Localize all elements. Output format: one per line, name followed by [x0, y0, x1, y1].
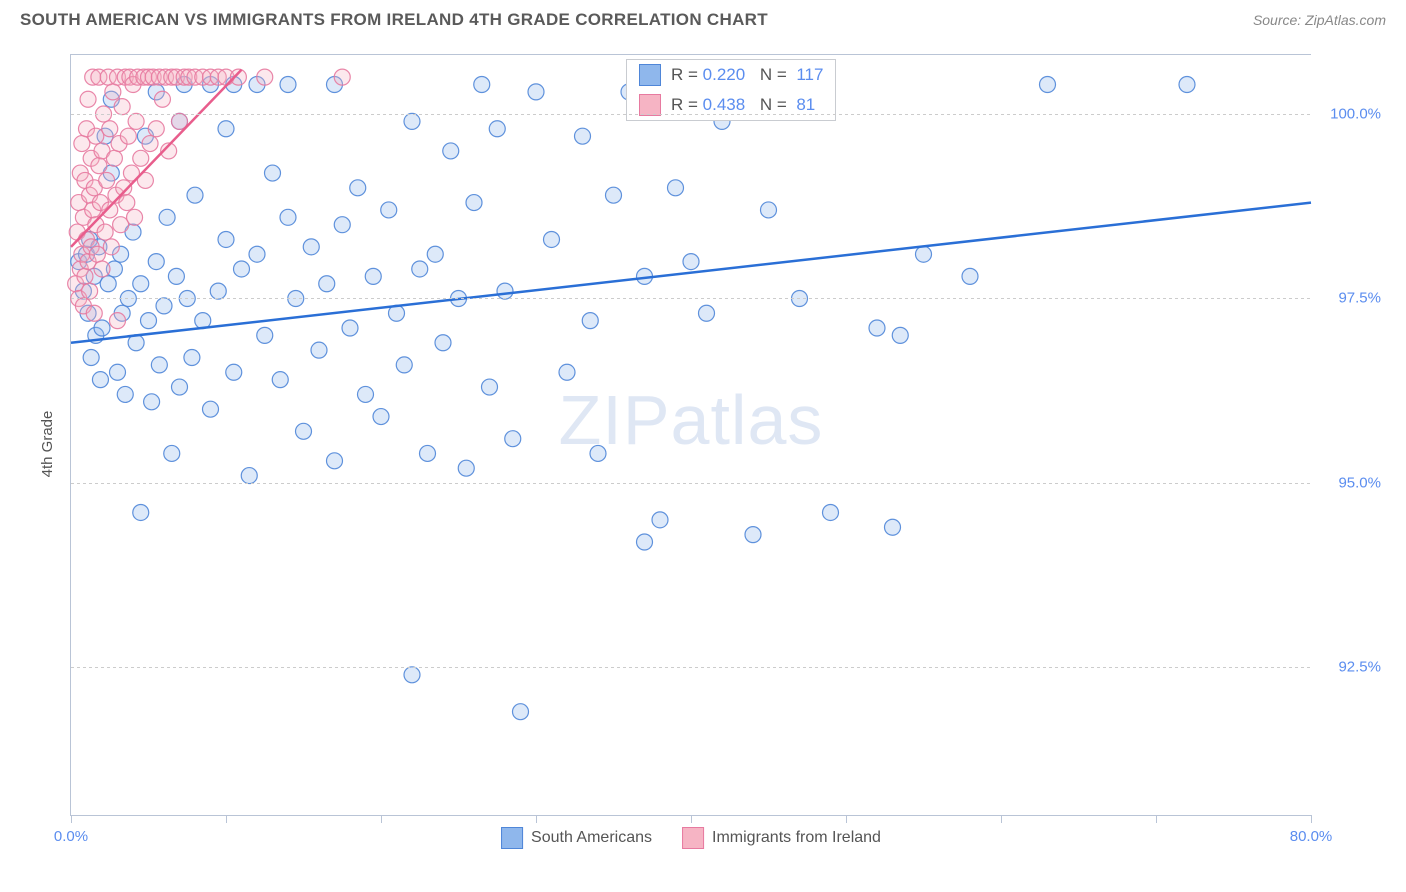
series-legend: South Americans Immigrants from Ireland [501, 827, 881, 849]
legend-label: Immigrants from Ireland [712, 829, 881, 847]
legend-swatch [639, 64, 661, 86]
chart-source: Source: ZipAtlas.com [1253, 12, 1386, 28]
scatter-svg [71, 55, 1311, 815]
legend-swatch [639, 94, 661, 116]
chart-header: SOUTH AMERICAN VS IMMIGRANTS FROM IRELAN… [0, 0, 1406, 36]
legend-r-label: R = 0.438 [671, 95, 745, 115]
plot-area: ZIPatlas R = 0.220 N = 117 R = 0.438 N =… [70, 54, 1311, 816]
correlation-legend: R = 0.220 N = 117 R = 0.438 N = 81 [626, 59, 836, 121]
x-tick-label: 0.0% [54, 828, 88, 845]
legend-n-label: N = 81 [755, 95, 815, 115]
legend-n-label: N = 117 [755, 65, 823, 85]
y-tick-label: 100.0% [1317, 106, 1381, 123]
legend-row: R = 0.438 N = 81 [627, 90, 835, 120]
y-axis-label: 4th Grade [39, 411, 56, 478]
legend-item: South Americans [501, 827, 652, 849]
chart-title: SOUTH AMERICAN VS IMMIGRANTS FROM IRELAN… [20, 10, 768, 30]
y-tick-label: 92.5% [1317, 659, 1381, 676]
legend-label: South Americans [531, 829, 652, 847]
y-tick-label: 97.5% [1317, 290, 1381, 307]
y-tick-label: 95.0% [1317, 474, 1381, 491]
legend-swatch [501, 827, 523, 849]
legend-row: R = 0.220 N = 117 [627, 60, 835, 90]
legend-swatch [682, 827, 704, 849]
legend-item: Immigrants from Ireland [682, 827, 881, 849]
x-tick-label: 80.0% [1290, 828, 1333, 845]
chart-container: 4th Grade ZIPatlas R = 0.220 N = 117 R =… [20, 44, 1386, 844]
legend-r-label: R = 0.220 [671, 65, 745, 85]
